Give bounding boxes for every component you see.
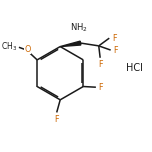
Text: F: F bbox=[54, 115, 58, 124]
Text: CH$_3$: CH$_3$ bbox=[1, 40, 17, 53]
Text: F: F bbox=[112, 34, 116, 43]
Text: F: F bbox=[98, 83, 103, 92]
Text: NH$_2$: NH$_2$ bbox=[70, 21, 88, 34]
Text: HCl: HCl bbox=[126, 63, 143, 73]
Polygon shape bbox=[60, 41, 81, 47]
Text: O: O bbox=[24, 45, 31, 54]
Text: F: F bbox=[99, 60, 103, 69]
Text: F: F bbox=[113, 46, 118, 55]
